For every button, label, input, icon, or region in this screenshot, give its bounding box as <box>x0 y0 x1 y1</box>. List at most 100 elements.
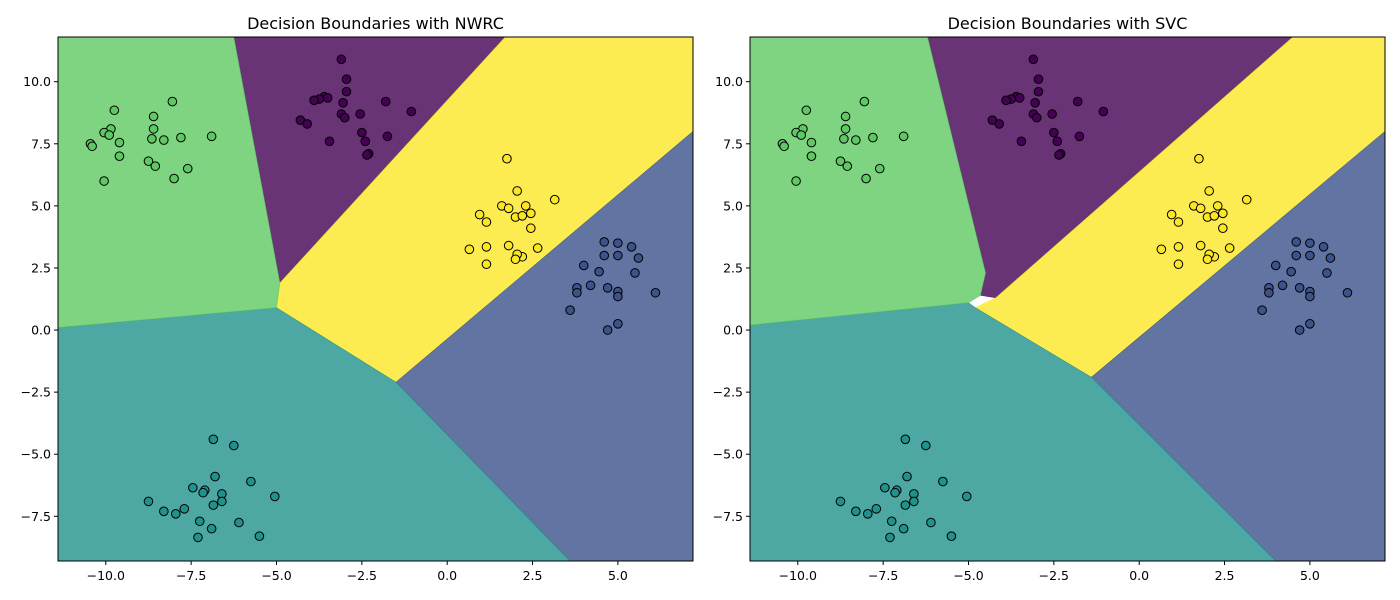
data-point-class-0 <box>1016 136 1027 147</box>
data-point-class-0 <box>360 136 371 147</box>
y-tick-label: 0.0 <box>723 323 743 338</box>
data-point-class-3 <box>874 163 885 174</box>
data-point-class-1 <box>572 287 582 298</box>
data-point-class-3 <box>806 137 817 148</box>
data-point-class-2 <box>179 504 190 514</box>
y-tick-label: −7.5 <box>21 509 51 524</box>
data-point-class-4 <box>510 254 521 265</box>
x-tick-label: −2.5 <box>1039 568 1069 583</box>
data-point-class-1 <box>1305 291 1315 302</box>
data-point-class-3 <box>176 132 186 143</box>
axes-frame <box>749 36 1386 562</box>
data-point-class-4 <box>1224 243 1235 253</box>
data-point-class-1 <box>650 287 661 298</box>
data-point-class-0 <box>1052 136 1063 147</box>
data-point-class-2 <box>835 496 846 507</box>
x-tick-label: −5.0 <box>261 568 291 583</box>
data-point-class-3 <box>114 151 125 161</box>
data-point-class-0 <box>1030 98 1040 108</box>
data-point-class-2 <box>206 523 217 534</box>
data-point-class-2 <box>208 434 219 445</box>
data-point-class-4 <box>1173 259 1184 270</box>
data-point-class-0 <box>357 127 367 138</box>
data-point-class-0 <box>341 86 352 97</box>
data-point-class-3 <box>840 124 851 134</box>
data-point-class-3 <box>87 141 97 152</box>
panel-nwrc: Decision Boundaries with NWRC −10.0 −7.5 −… <box>21 14 694 583</box>
data-point-class-1 <box>602 283 613 293</box>
data-point-class-3 <box>842 161 853 171</box>
data-point-class-2 <box>946 531 957 541</box>
x-tick-label: 0.0 <box>1129 568 1149 583</box>
data-point-class-4 <box>526 208 536 219</box>
data-point-class-1 <box>599 250 610 261</box>
data-point-class-3 <box>796 130 807 140</box>
data-point-class-2 <box>871 504 882 514</box>
chart-title: Decision Boundaries with NWRC <box>247 14 504 33</box>
data-point-class-4 <box>464 244 475 255</box>
data-point-class-4 <box>526 223 536 234</box>
data-point-class-0 <box>1028 54 1039 65</box>
y-tick-label: −5.0 <box>21 447 51 462</box>
x-tick-label: −2.5 <box>347 568 377 583</box>
data-point-class-4 <box>1173 242 1184 252</box>
data-point-class-4 <box>512 186 522 196</box>
data-point-class-1 <box>1342 287 1353 298</box>
data-point-class-2 <box>198 487 208 498</box>
data-point-class-2 <box>210 471 220 482</box>
x-tick-label: −10.0 <box>87 568 125 583</box>
y-tick-label: 5.0 <box>31 198 51 213</box>
data-point-class-1 <box>1322 268 1332 278</box>
panel-svc: Decision Boundaries with SVC −10.0 −7.5 −5… <box>713 14 1386 583</box>
y-tick-label: −5.0 <box>713 447 743 462</box>
data-point-class-4 <box>474 209 485 220</box>
data-point-class-2 <box>900 434 911 445</box>
data-point-class-4 <box>1195 203 1206 214</box>
data-point-class-2 <box>886 516 897 527</box>
data-point-class-0 <box>302 119 313 129</box>
data-point-class-1 <box>1305 319 1315 329</box>
data-point-class-3 <box>839 134 849 144</box>
data-point-class-0 <box>1072 96 1083 107</box>
y-tick-label: 2.5 <box>723 260 743 275</box>
data-point-class-1 <box>1264 287 1274 298</box>
data-point-class-3 <box>150 161 161 171</box>
data-point-class-0 <box>339 112 350 123</box>
data-point-class-3 <box>859 96 870 107</box>
data-point-class-3 <box>99 176 109 186</box>
data-point-class-4 <box>1156 244 1167 255</box>
data-point-class-1 <box>1318 242 1329 252</box>
data-point-class-1 <box>1291 237 1302 247</box>
data-point-class-3 <box>840 111 851 122</box>
x-tick-label: −7.5 <box>176 568 206 583</box>
x-tick-label: −10.0 <box>779 568 817 583</box>
data-point-class-4 <box>502 153 512 164</box>
data-point-class-2 <box>159 506 169 517</box>
data-point-class-2 <box>926 517 936 528</box>
data-point-class-1 <box>1325 253 1336 263</box>
data-point-class-0 <box>362 150 372 160</box>
data-point-class-2 <box>890 487 900 498</box>
data-point-class-3 <box>898 131 909 142</box>
data-point-class-2 <box>193 532 203 543</box>
data-point-class-0 <box>341 74 352 85</box>
data-point-class-3 <box>182 163 193 174</box>
data-point-class-2 <box>938 476 948 487</box>
data-point-class-2 <box>143 496 154 507</box>
data-point-class-0 <box>994 119 1005 129</box>
data-point-class-1 <box>630 268 640 278</box>
data-point-class-3 <box>835 156 846 166</box>
data-point-class-2 <box>961 491 972 502</box>
data-point-class-1 <box>1294 283 1305 293</box>
data-point-class-1 <box>626 242 637 252</box>
data-point-class-2 <box>194 516 205 527</box>
data-point-class-1 <box>1294 325 1305 335</box>
data-point-class-0 <box>338 98 348 108</box>
data-point-class-1 <box>578 260 589 271</box>
decision-region-class-2 <box>58 307 571 561</box>
data-point-class-1 <box>613 238 623 248</box>
data-point-class-0 <box>336 54 347 65</box>
data-point-class-2 <box>208 500 219 510</box>
y-tick-label: 0.0 <box>31 323 51 338</box>
data-point-class-0 <box>355 109 365 119</box>
